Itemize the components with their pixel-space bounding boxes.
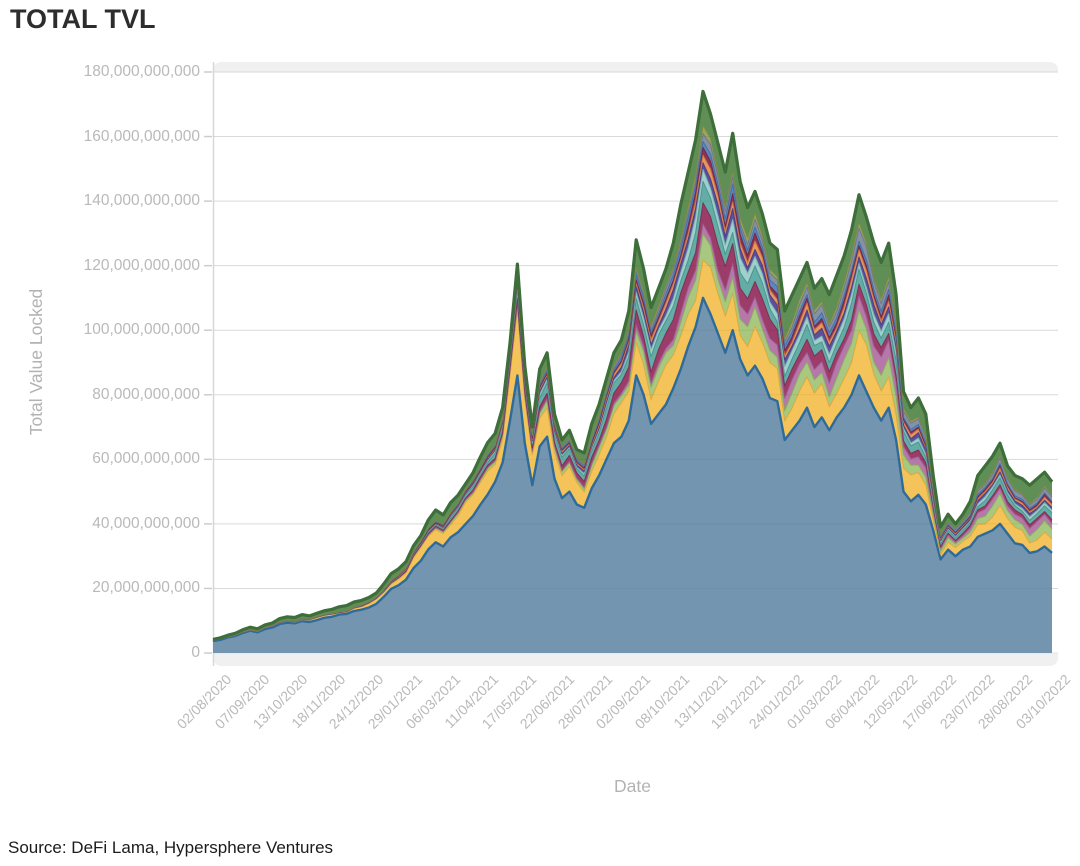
- edge-band-top-green: [212, 89, 1054, 641]
- y-axis-title: Total Value Locked: [26, 288, 46, 436]
- area-base-steel-blue: [213, 297, 1052, 653]
- y-tick-label: 180,000,000,000: [83, 63, 200, 80]
- y-tick-label: 60,000,000,000: [92, 450, 200, 468]
- y-tick-label: 80,000,000,000: [92, 385, 200, 403]
- tvl-stacked-area-chart: 0 20,000,000,000 40,000,000,000 60,000,000,…: [26, 62, 1073, 796]
- edge-band-olive: [212, 124, 1053, 641]
- y-tick-label: 160,000,000,000: [83, 127, 200, 145]
- area-band-gold: [213, 260, 1052, 642]
- stacked-area-plot: [204, 62, 1058, 666]
- y-tick-label: 140,000,000,000: [83, 192, 200, 210]
- edge-base-steel-blue: [212, 296, 1053, 643]
- y-tick-label: 40,000,000,000: [92, 514, 200, 532]
- source-attribution: Source: DeFi Lama, Hypersphere Ventures: [8, 838, 334, 857]
- y-tick-label: 20,000,000,000: [92, 579, 200, 597]
- y-tick-label: 100,000,000,000: [83, 321, 200, 339]
- y-tick-label: 0: [191, 644, 200, 661]
- y-tick-label: 120,000,000,000: [83, 256, 200, 274]
- x-axis-title: Date: [614, 776, 651, 796]
- page-title: TOTAL TVL: [10, 4, 156, 34]
